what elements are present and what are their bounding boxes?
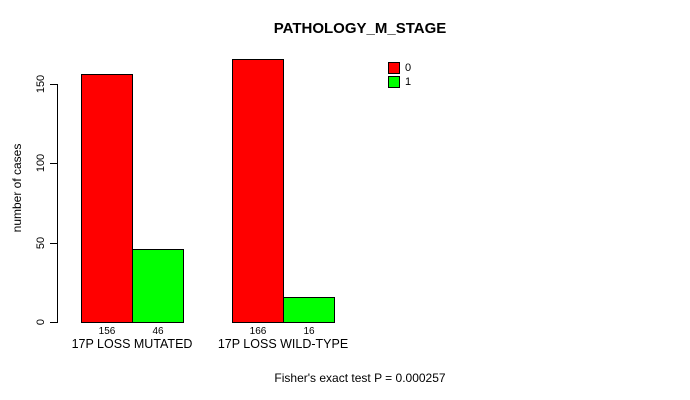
legend-swatch: [388, 76, 400, 88]
bar-series1-group2: [283, 297, 335, 323]
chart-title: PATHOLOGY_M_STAGE: [273, 20, 447, 37]
legend-item-1: 1: [388, 76, 411, 88]
annotation-fisher-test: Fisher's exact test P = 0.000257: [274, 371, 446, 385]
legend-label: 0: [405, 62, 412, 74]
y-axis-tick-label: 50: [35, 236, 47, 250]
bar-value-label: 46: [152, 326, 164, 337]
y-axis-line: [57, 84, 58, 323]
bar-series0-group2: [232, 59, 284, 323]
legend-item-0: 0: [388, 62, 411, 74]
legend-label: 1: [405, 76, 412, 88]
bar-value-label: 16: [303, 326, 315, 337]
y-axis-tick-label: 0: [35, 318, 47, 326]
bar-series1-group1: [132, 249, 184, 323]
y-axis-tick: [50, 163, 57, 164]
category-label-group2: 17P LOSS WILD-TYPE: [217, 337, 349, 351]
y-axis-tick-label: 150: [35, 74, 47, 94]
y-axis-tick: [50, 84, 57, 85]
bar-value-label: 166: [249, 326, 267, 337]
y-axis-tick: [50, 243, 57, 244]
bar-series0-group1: [81, 74, 133, 323]
legend-swatch: [388, 62, 400, 74]
category-label-group1: 17P LOSS MUTATED: [71, 337, 193, 351]
bar-value-label: 156: [98, 326, 116, 337]
y-axis-tick: [50, 322, 57, 323]
y-axis-tick-label: 100: [35, 153, 47, 173]
